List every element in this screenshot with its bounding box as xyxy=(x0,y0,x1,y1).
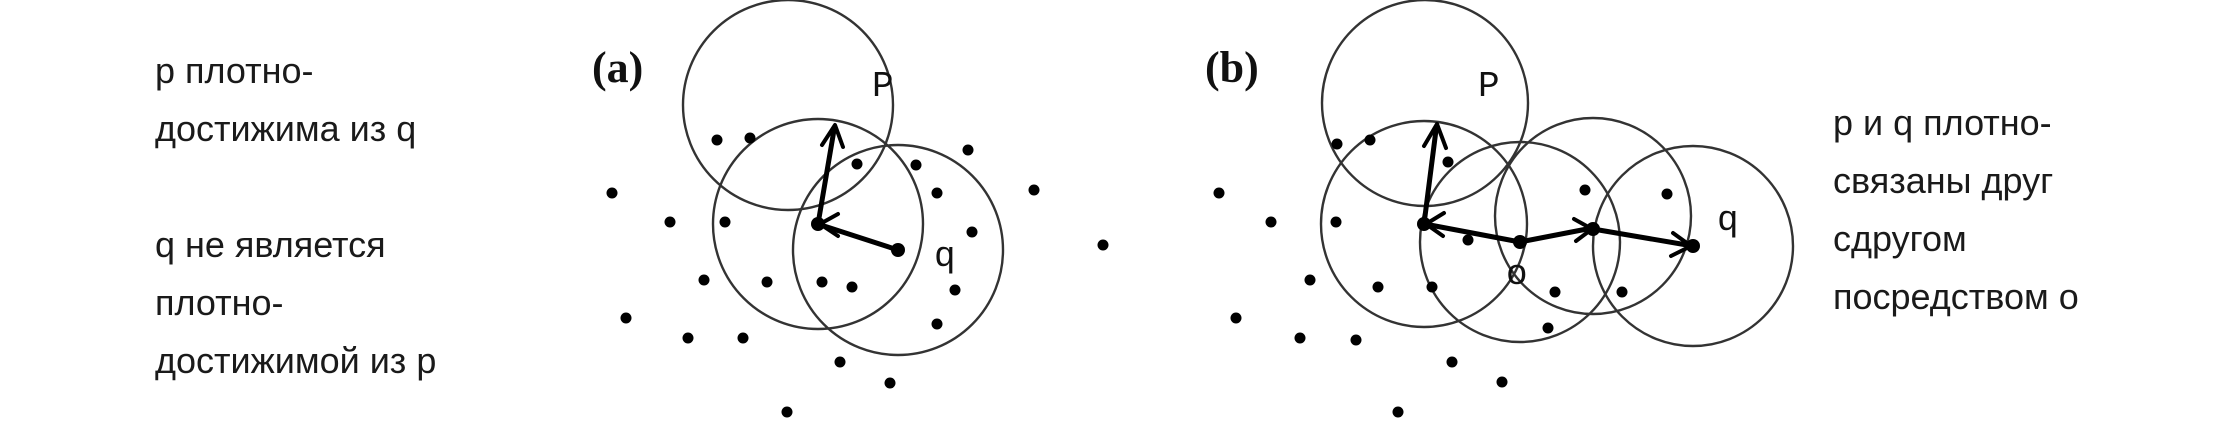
data-point xyxy=(931,187,943,199)
neighborhood-circle-center xyxy=(711,117,925,331)
right-caption-line: сдругом xyxy=(1833,218,1967,259)
arrow-center-to-p xyxy=(815,127,837,227)
data-point xyxy=(1330,216,1342,228)
panel-a: (a) xyxy=(592,0,1109,418)
data-point xyxy=(1542,322,1554,334)
data-point xyxy=(846,281,858,293)
data-point xyxy=(682,332,694,344)
arrow-mid-to-q xyxy=(1590,226,1690,248)
left-caption-line: плотно- xyxy=(155,282,284,323)
data-point xyxy=(834,356,846,368)
left-caption: p плотно- достижима из q q не является п… xyxy=(155,42,436,390)
left-caption-line: p плотно- xyxy=(155,50,314,91)
neighborhood-circle-o xyxy=(1418,140,1622,344)
arrowhead xyxy=(1669,231,1693,258)
data-point xyxy=(1230,312,1242,324)
data-point xyxy=(1364,134,1376,146)
neighborhood-circle-q xyxy=(791,143,1005,357)
data-point xyxy=(1616,286,1628,298)
data-point xyxy=(1661,188,1673,200)
point-o-label: o xyxy=(1506,254,1528,295)
scatter-points-a xyxy=(606,132,1109,418)
data-point xyxy=(737,332,749,344)
data-point xyxy=(1350,334,1362,346)
data-point xyxy=(606,187,618,199)
neighborhood-circle-center xyxy=(1319,119,1529,329)
point-q-label: q xyxy=(934,236,956,277)
neighborhood-circle-q xyxy=(1591,144,1795,348)
data-point xyxy=(719,216,731,228)
left-caption-line: достижима из q xyxy=(155,108,417,149)
data-point xyxy=(1028,184,1040,196)
data-point xyxy=(620,312,632,324)
data-point xyxy=(966,226,978,238)
data-point xyxy=(1549,286,1561,298)
data-point xyxy=(1097,239,1109,251)
left-caption-line: q не является xyxy=(155,224,386,265)
data-point xyxy=(1446,356,1458,368)
right-caption: p и q плотно- связаны друг сдругом посре… xyxy=(1833,94,2079,326)
data-point xyxy=(1462,234,1474,246)
data-point xyxy=(781,406,793,418)
neighborhood-circle-mid xyxy=(1493,116,1693,316)
panel-b-label: (b) xyxy=(1205,43,1259,92)
data-point xyxy=(962,144,974,156)
data-point xyxy=(1265,216,1277,228)
left-caption-line: достижимой из p xyxy=(155,340,437,381)
point-q-label: q xyxy=(1717,200,1739,241)
data-point xyxy=(910,159,922,171)
data-point xyxy=(949,284,961,296)
panel-a-label: (a) xyxy=(592,43,643,92)
panel-b: (b) xyxy=(1205,0,1795,418)
arrow-q-to-center xyxy=(821,223,901,253)
point-p-label: P xyxy=(872,66,894,107)
data-point xyxy=(1213,187,1225,199)
arrowhead xyxy=(1422,122,1448,150)
data-point xyxy=(698,274,710,286)
data-point xyxy=(1372,281,1384,293)
data-point xyxy=(1579,184,1591,196)
data-point xyxy=(761,276,773,288)
data-point xyxy=(744,132,756,144)
data-point xyxy=(711,134,723,146)
data-point xyxy=(1496,376,1508,388)
arrowhead xyxy=(1424,211,1446,238)
arrowhead xyxy=(820,123,845,149)
data-point xyxy=(1392,406,1404,418)
data-point xyxy=(1426,281,1438,293)
data-point xyxy=(931,318,943,330)
right-caption-line: посредством o xyxy=(1833,276,2079,317)
data-point xyxy=(851,158,863,170)
right-caption-line: p и q плотно- xyxy=(1833,102,2052,143)
data-point xyxy=(1304,274,1316,286)
data-point xyxy=(1331,138,1343,150)
data-point xyxy=(816,276,828,288)
right-caption-line: связаны друг xyxy=(1833,160,2054,201)
scatter-points-b xyxy=(1213,134,1673,418)
arrow-o-to-center xyxy=(1427,222,1523,245)
point-p-label: P xyxy=(1478,66,1500,107)
data-point xyxy=(1294,332,1306,344)
data-point xyxy=(884,377,896,389)
arrow-o-to-mid xyxy=(1517,226,1590,245)
data-point xyxy=(1442,156,1454,168)
neighborhood-circle-p xyxy=(681,0,895,212)
arrow-center-to-p xyxy=(1421,127,1439,227)
data-point xyxy=(664,216,676,228)
